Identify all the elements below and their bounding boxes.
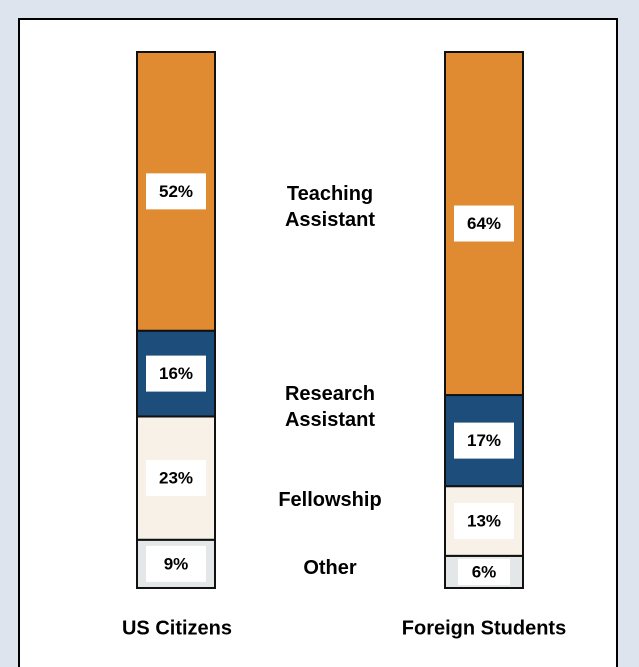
legend-label: Fellowship [278, 488, 382, 511]
value-label: 6% [472, 562, 497, 581]
value-label-box [454, 503, 514, 539]
value-label-box [146, 460, 206, 497]
legend-label: Other [303, 556, 357, 579]
value-label-box [454, 422, 514, 459]
value-label-box [454, 205, 514, 242]
value-label-box [146, 545, 206, 582]
value-label: 16% [159, 364, 193, 383]
value-label: 64% [467, 214, 501, 233]
value-label-box [146, 173, 206, 210]
value-label: 52% [159, 182, 193, 201]
category-label: US Citizens [122, 617, 232, 639]
value-label-box [458, 558, 510, 585]
value-label: 23% [159, 469, 193, 488]
legend-label: Research Assistant [284, 383, 376, 432]
value-label: 9% [164, 554, 189, 573]
value-label: 13% [467, 511, 501, 530]
value-label: 17% [467, 431, 501, 450]
value-label-box [146, 355, 206, 392]
category-label: Foreign Students [402, 617, 566, 639]
legend-label: Teaching Assistant [284, 183, 376, 232]
